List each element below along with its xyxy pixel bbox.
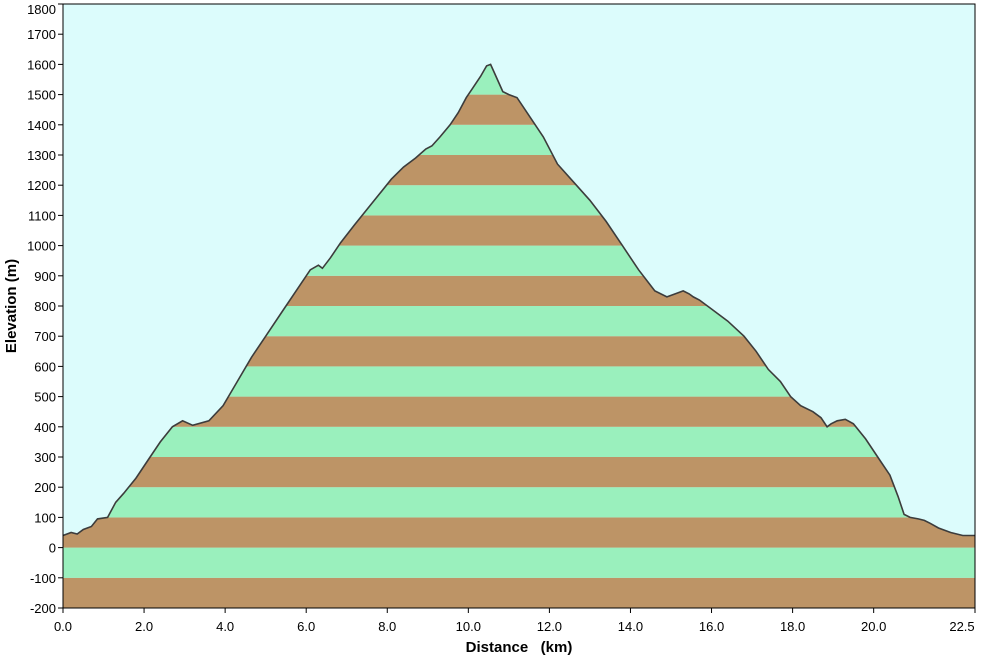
x-tick-label: 8.0: [378, 619, 396, 634]
elevation-band: [63, 517, 975, 548]
y-tick-label: 300: [34, 450, 56, 465]
x-tick-label: 14.0: [618, 619, 643, 634]
elevation-band: [63, 457, 975, 488]
y-tick-label: 1800: [27, 2, 56, 17]
y-tick-label: 0: [49, 541, 56, 556]
x-tick-label: 16.0: [699, 619, 724, 634]
y-axis-label: Elevation (m): [3, 259, 20, 353]
y-axis-ticks: 1800170016001500140013001200110010009008…: [27, 2, 63, 616]
elevation-band: [63, 547, 975, 578]
y-tick-label: 800: [34, 299, 56, 314]
y-tick-label: 700: [34, 329, 56, 344]
x-tick-label: 2.0: [135, 619, 153, 634]
y-tick-label: 1700: [27, 27, 56, 42]
y-tick-label: -100: [30, 571, 56, 586]
y-tick-label: 1600: [27, 57, 56, 72]
y-tick-label: 1000: [27, 239, 56, 254]
x-tick-label: 0.0: [54, 619, 72, 634]
elevation-band: [63, 426, 975, 457]
y-tick-label: 100: [34, 510, 56, 525]
y-tick-label: 1200: [27, 178, 56, 193]
y-tick-label: 1300: [27, 148, 56, 163]
x-tick-label: 4.0: [216, 619, 234, 634]
y-tick-label: 1400: [27, 118, 56, 133]
y-tick-label: 400: [34, 420, 56, 435]
x-tick-label: 6.0: [297, 619, 315, 634]
y-tick-label: 900: [34, 269, 56, 284]
elevation-band: [63, 487, 975, 518]
y-tick-label: -200: [30, 601, 56, 616]
y-tick-label: 500: [34, 390, 56, 405]
elevation-band: [63, 577, 975, 608]
x-axis-ticks: 0.0 2.0 4.0 6.0 8.0 10.0 12.0 14.0 16.0 18.0 20.0 2…: [54, 608, 976, 634]
x-tick-label: 20.0: [861, 619, 886, 634]
x-tick-label: 12.0: [537, 619, 562, 634]
elevation-profile-line: [62, 63, 975, 537]
x-axis-label: Distance (km): [466, 639, 573, 656]
y-tick-label: 1100: [28, 208, 56, 223]
y-tick-label: 1500: [27, 88, 56, 103]
x-tick-label: 22.5: [949, 619, 974, 634]
x-tick-label: 18.0: [780, 619, 805, 634]
y-tick-label: 600: [34, 359, 56, 374]
x-tick-label: 10.0: [456, 619, 481, 634]
y-tick-label: 200: [34, 480, 56, 495]
